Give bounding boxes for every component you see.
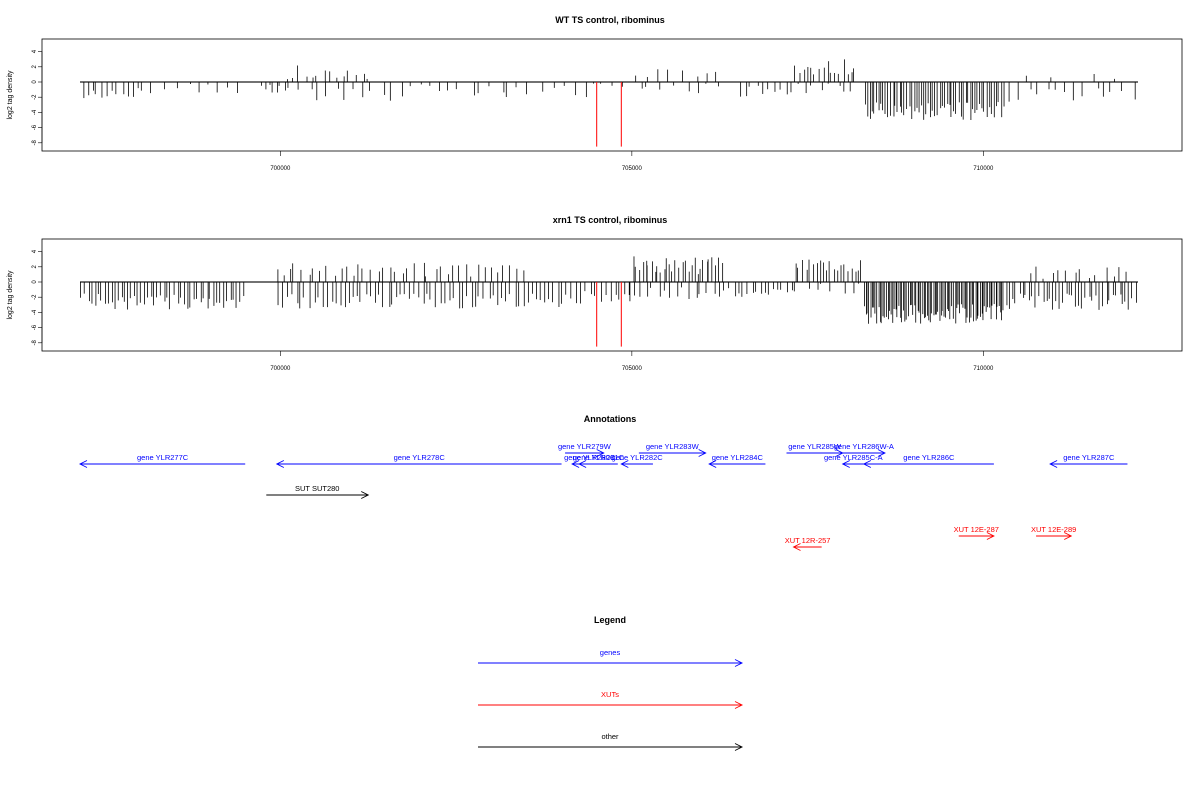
- legend-items: genes XUTs other: [478, 648, 744, 751]
- xrn1-track-title: xrn1 TS control, ribominus: [553, 215, 668, 225]
- annotation-feature: XUT 12E-287: [954, 525, 999, 540]
- xrn1-track-bars: [80, 256, 1138, 347]
- legend-label: XUTs: [601, 690, 619, 699]
- annotation-feature: gene YLR282C: [612, 453, 664, 468]
- wt-track-ylabel: log2 tag density: [7, 70, 14, 120]
- legend-arrowhead: [734, 743, 744, 751]
- feature-label: gene YLR285W: [788, 442, 842, 451]
- feature-arrowhead: [698, 449, 707, 457]
- xrn1-track-panel: xrn1 TS control, ribominus log2 tag dens…: [7, 215, 1183, 372]
- feature-arrowhead: [862, 460, 872, 468]
- wt-track-bars: [80, 59, 1138, 147]
- y-tick-label: 2: [32, 264, 38, 268]
- annotation-feature: gene YLR277C: [78, 453, 246, 468]
- y-tick-label: 2: [32, 64, 38, 68]
- annotation-feature: gene YLR286C: [862, 453, 994, 468]
- y-tick-label: -4: [32, 109, 38, 115]
- feature-arrowhead: [708, 460, 717, 468]
- feature-arrowhead: [620, 460, 629, 468]
- y-tick-label: -4: [32, 309, 38, 315]
- annotation-feature: gene YLR285C-A: [824, 453, 883, 468]
- annotation-feature: gene YLR287C: [1049, 453, 1128, 468]
- annotations-title: Annotations: [584, 414, 637, 424]
- feature-label: XUT 12E-289: [1031, 525, 1076, 534]
- feature-label: gene YLR280C: [564, 453, 616, 462]
- y-tick-label: 0: [32, 280, 38, 284]
- xrn1-track-x-axis: 700000 705000 710000: [270, 351, 994, 372]
- annotation-feature: gene YLR279W: [558, 442, 612, 457]
- xrn1-track-frame: [41, 238, 1183, 352]
- feature-label: gene YLR277C: [137, 453, 189, 462]
- feature-arrowhead: [841, 460, 850, 468]
- annotation-feature: SUT SUT280: [266, 484, 370, 499]
- feature-label: gene YLR279W: [558, 442, 612, 451]
- xrn1-track-ylabel: log2 tag density: [7, 270, 14, 320]
- y-tick-label: -8: [32, 139, 38, 145]
- wt-track-frame: [41, 38, 1183, 152]
- feature-arrowhead: [986, 532, 995, 540]
- legend-arrowhead: [734, 659, 744, 667]
- feature-label: SUT SUT280: [295, 484, 339, 493]
- feature-label: gene YLR286C: [903, 453, 955, 462]
- wt-track-y-axis: -8 -6 -4 -2 0 2 4: [32, 49, 43, 145]
- x-tick-label: 710000: [973, 166, 994, 172]
- y-tick-label: -6: [32, 124, 38, 130]
- feature-label: XUT 12E-287: [954, 525, 999, 534]
- x-tick-label: 700000: [270, 166, 291, 172]
- annotations-panel: Annotations gene YLR277C gene YLR278C gene…: [78, 414, 1128, 551]
- feature-label: gene YLR285C-A: [824, 453, 883, 462]
- y-tick-label: 4: [32, 49, 38, 53]
- feature-arrowhead: [1064, 532, 1073, 540]
- y-tick-label: -6: [32, 324, 38, 330]
- feature-label: gene YLR278C: [394, 453, 446, 462]
- feature-label: gene YLR281C: [573, 453, 625, 462]
- legend-item: XUTs: [478, 690, 744, 709]
- wt-track-title: WT TS control, ribominus: [555, 15, 665, 25]
- feature-arrowhead: [571, 460, 580, 468]
- feature-label: gene YLR286W-A: [834, 442, 894, 451]
- legend-label: other: [601, 732, 619, 741]
- y-tick-label: -2: [32, 94, 38, 100]
- feature-label: gene YLR282C: [612, 453, 664, 462]
- x-tick-label: 705000: [622, 166, 643, 172]
- feature-arrowhead: [78, 460, 88, 468]
- feature-arrowhead: [596, 449, 605, 457]
- x-tick-label: 705000: [622, 366, 643, 372]
- xrn1-track-y-axis: -8 -6 -4 -2 0 2 4: [32, 249, 43, 345]
- wt-track-x-axis: 700000 705000 710000: [270, 151, 994, 172]
- legend-title: Legend: [594, 615, 626, 625]
- annotation-feature: gene YLR283W: [638, 442, 707, 457]
- y-tick-label: -8: [32, 339, 38, 345]
- y-tick-label: 4: [32, 249, 38, 253]
- annotation-feature: gene YLR286W-A: [834, 442, 894, 457]
- feature-arrowhead: [877, 449, 886, 457]
- annotation-feature: gene YLR284C: [708, 453, 766, 468]
- legend-item: other: [478, 732, 744, 751]
- feature-arrowhead: [578, 460, 587, 468]
- y-tick-label: 0: [32, 80, 38, 84]
- feature-arrowhead: [275, 460, 285, 468]
- legend-arrowhead: [734, 701, 744, 709]
- feature-arrowhead: [792, 543, 801, 551]
- feature-label: gene YLR283W: [646, 442, 700, 451]
- legend-label: genes: [600, 648, 621, 657]
- feature-label: gene YLR287C: [1063, 453, 1115, 462]
- annotation-feature: XUT 12E-289: [1031, 525, 1076, 540]
- legend-panel: Legend genes XUTs other: [478, 615, 744, 751]
- annotation-feature: gene YLR281C: [573, 453, 625, 468]
- x-tick-label: 700000: [270, 366, 291, 372]
- wt-track-panel: WT TS control, ribominus log2 tag densit…: [7, 15, 1183, 172]
- feature-arrowhead: [361, 491, 370, 499]
- annotation-feature: XUT 12R-257: [785, 536, 831, 551]
- feature-arrowhead: [1049, 460, 1058, 468]
- x-tick-label: 710000: [973, 366, 994, 372]
- y-tick-label: -2: [32, 294, 38, 300]
- feature-label: gene YLR284C: [712, 453, 764, 462]
- legend-item: genes: [478, 648, 744, 667]
- annotation-feature: gene YLR278C: [275, 453, 562, 468]
- feature-label: XUT 12R-257: [785, 536, 831, 545]
